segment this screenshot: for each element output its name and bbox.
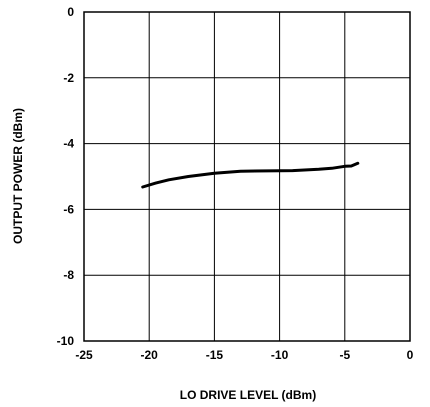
y-tick-labels: 0 -2 -4 -6 -8 -10 (57, 5, 75, 348)
y-tick-label: -6 (63, 202, 74, 216)
series-lines (141, 161, 360, 189)
y-tick-label: -2 (63, 71, 74, 85)
y-axis-title: OUTPUT POWER (dBm) (11, 108, 25, 244)
x-tick-labels: -25 -20 -15 -10 -5 0 (75, 348, 413, 362)
x-tick-label: -20 (141, 348, 159, 362)
series-line (141, 161, 360, 189)
grid-lines (83, 11, 411, 342)
y-tick-label: -8 (63, 268, 74, 282)
x-tick-label: -10 (271, 348, 289, 362)
x-tick-label: -15 (206, 348, 224, 362)
x-tick-label: -5 (339, 348, 350, 362)
x-tick-label: -25 (75, 348, 93, 362)
x-tick-label: 0 (407, 348, 414, 362)
y-tick-label: 0 (67, 5, 74, 19)
y-tick-label: -10 (57, 334, 75, 348)
x-axis-title: LO DRIVE LEVEL (dBm) (180, 388, 316, 402)
plot-frame (83, 11, 411, 342)
y-tick-label: -4 (63, 137, 74, 151)
